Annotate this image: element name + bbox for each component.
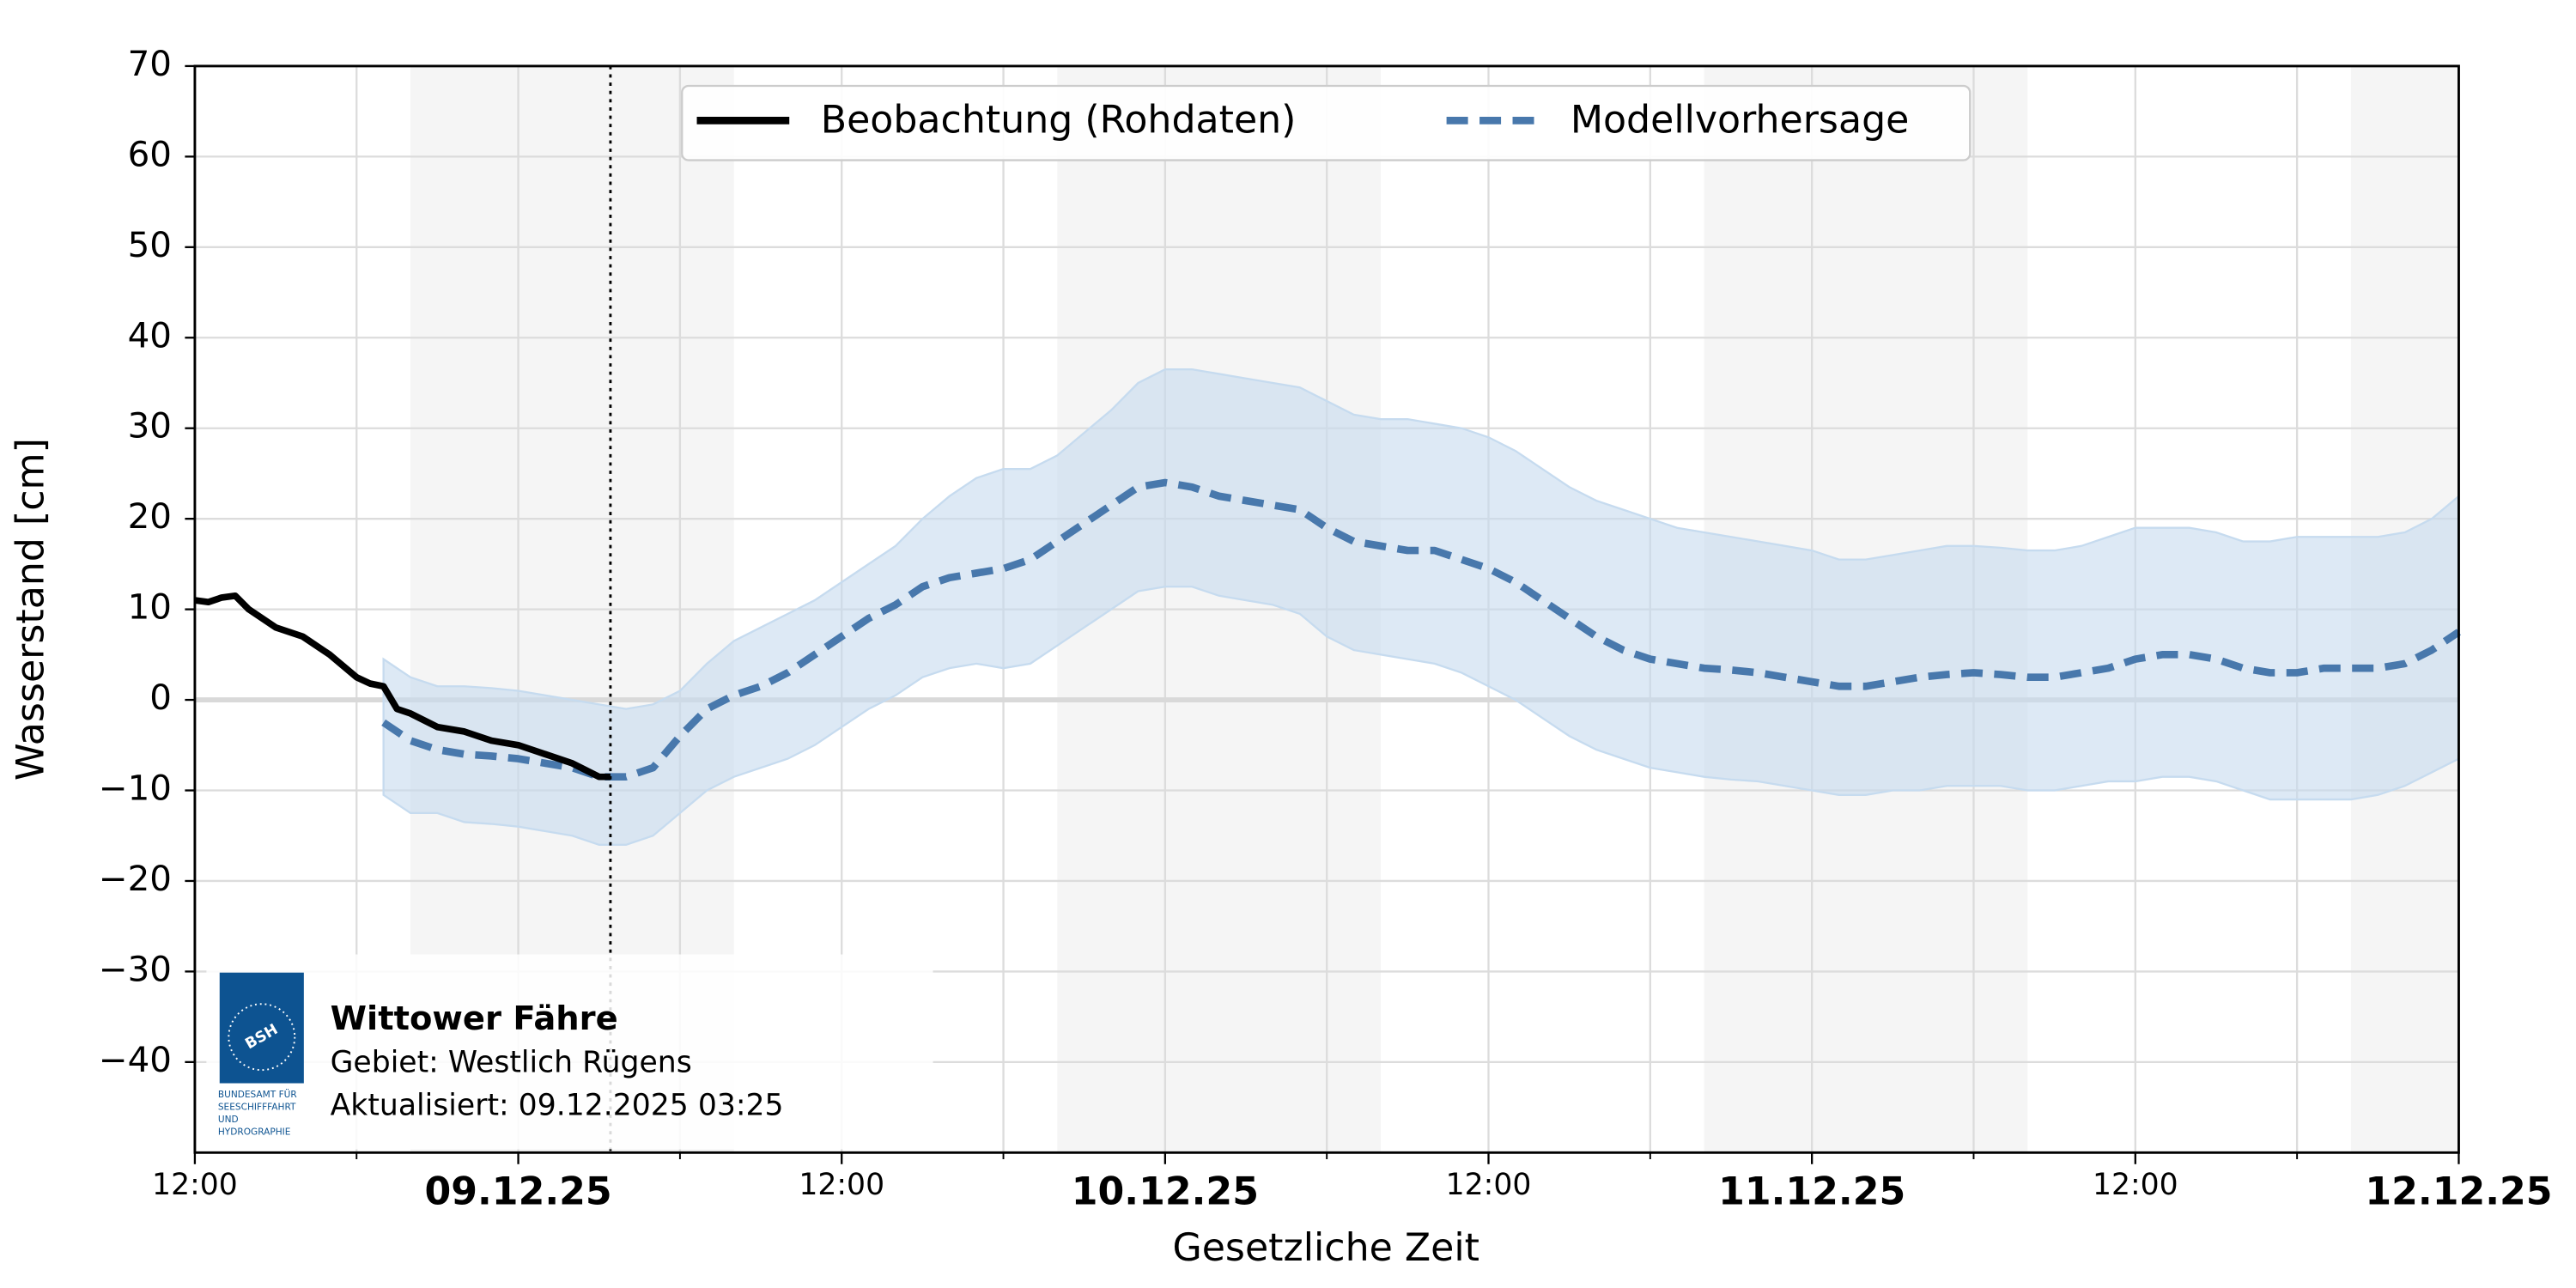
legend-box	[681, 84, 1971, 161]
legend-label: Beobachtung (Rohdaten)	[821, 98, 1297, 142]
x-tick-label: 12:00	[2093, 1168, 2178, 1202]
logo-caption: HYDROGRAPHIE	[218, 1127, 291, 1137]
x-tick-label: 10.12.25	[1072, 1170, 1259, 1213]
y-tick-label: 70	[128, 44, 172, 84]
x-tick-label: 12:00	[1446, 1168, 1532, 1202]
x-tick-label: 12:00	[152, 1168, 238, 1202]
y-tick-label: −30	[99, 949, 172, 989]
legend-label: Modellvorhersage	[1571, 98, 1910, 142]
y-tick-label: 0	[149, 677, 172, 718]
y-axis-label: Wasserstand [cm]	[9, 438, 52, 781]
y-tick-label: −20	[99, 859, 172, 899]
y-tick-label: 30	[128, 406, 172, 447]
y-tick-label: 50	[128, 225, 172, 265]
logo-square	[219, 972, 304, 1084]
info-box-background	[206, 954, 933, 1150]
y-tick-label: 10	[128, 587, 172, 628]
y-tick-label: −10	[99, 769, 172, 809]
observation-line	[194, 592, 611, 781]
y-tick-label: 60	[128, 134, 172, 174]
y-tick-label: 20	[128, 496, 172, 537]
plot-frame	[193, 64, 2460, 1154]
info-line: Gebiet: Westlich Rügens	[331, 1045, 692, 1079]
legend: Beobachtung (Rohdaten) Modellvorhersage	[681, 84, 1971, 161]
logo-caption: UND	[218, 1115, 239, 1125]
logo-ring	[228, 1003, 296, 1072]
y-tick-label: −40	[99, 1040, 172, 1080]
forecast-line	[381, 478, 2461, 781]
x-tick-label: 12:00	[799, 1168, 884, 1202]
plot-foreground: −40 −30 −20 −10 0 10 20 30 40 50 60 70 12:00 09.12.25…	[99, 44, 2553, 1213]
y-tick-label: 40	[128, 315, 172, 355]
x-tick-label: 11.12.25	[1718, 1170, 1905, 1213]
logo-caption: SEESCHIFFFAHRT	[218, 1102, 296, 1112]
logo-caption: BUNDESAMT FÜR	[218, 1089, 298, 1100]
x-tick-label: 12.12.25	[2365, 1170, 2552, 1213]
x-axis-label: Gesetzliche Zeit	[1172, 1226, 1479, 1270]
x-tick-label: 09.12.25	[424, 1170, 611, 1213]
info-line: Aktualisiert: 09.12.2025 03:25	[331, 1088, 784, 1122]
station-title: Wittower Fähre	[331, 999, 618, 1038]
